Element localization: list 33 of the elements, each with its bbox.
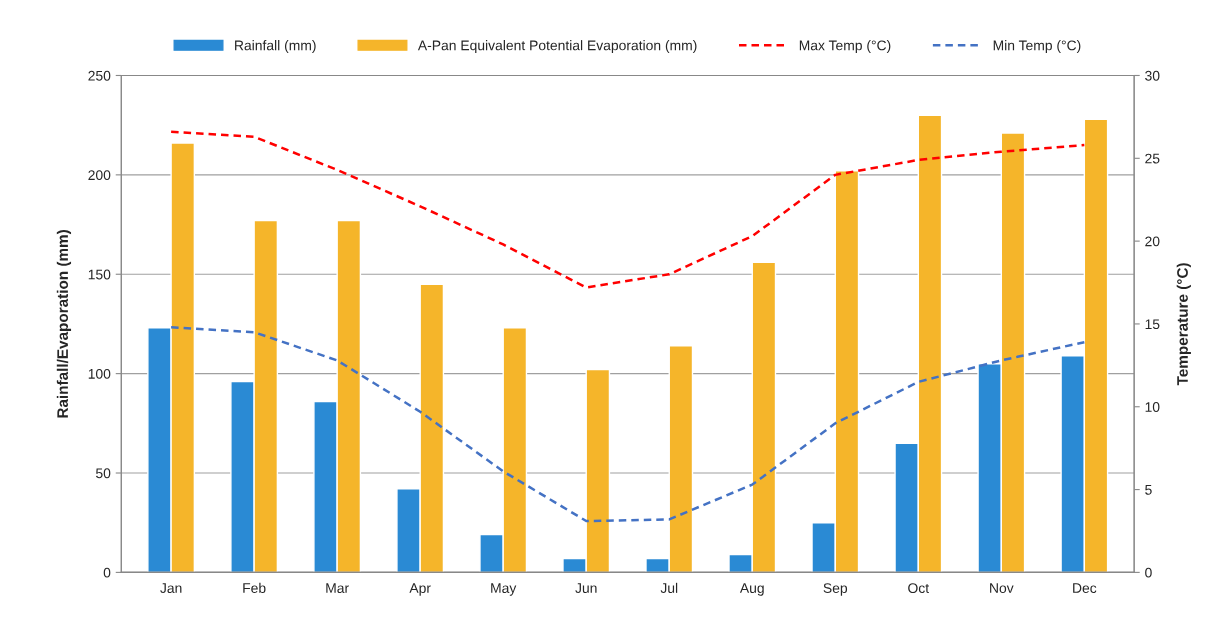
y2-tick-label: 30 [1145,70,1160,81]
x-tick-label: Jan [160,583,182,594]
line-series [169,130,1086,289]
y2-tick-label: 10 [1145,402,1160,412]
x-tick-label: Nov [990,583,1014,594]
x-tick-label: Dec [1073,583,1097,594]
y-axis-title: Rainfall/Evaporation (mm) [56,230,72,418]
y-tick-label: 150 [88,269,111,280]
x-tick-label: Feb [243,582,266,594]
x-tick-label: Apr [409,583,431,596]
x-tick-label: May [491,583,517,596]
y2-tick-label: 25 [1145,153,1160,164]
line-series [169,326,1086,523]
y-tick-label: 200 [88,170,111,181]
y-tick-label: 250 [88,70,111,81]
y2-tick-label: 5 [1145,485,1152,495]
y-tick-label: 0 [103,567,111,578]
y-tick-label: 100 [88,368,111,379]
x-tick-label: Oct [908,583,929,594]
y2-axis-title: Temperature (°C) [1176,263,1191,386]
legend-label: Max Temp (°C) [799,40,891,54]
y2-tick-label: 15 [1145,319,1160,330]
x-tick-label: Jun [575,583,597,594]
legend-label: Min Temp (°C) [993,40,1081,54]
x-tick-label: Mar [326,583,349,594]
y-tick-label: 50 [95,468,111,479]
y2-tick-label: 20 [1145,236,1160,247]
y2-tick-label: 0 [1145,567,1152,578]
legend-label: Rainfall (mm) [235,40,316,54]
x-tick-label: Sep [823,583,848,596]
x-tick-label: Jul [660,582,678,594]
legend-label: A-Pan Equivalent Potential Evaporation (mm) [417,40,697,54]
x-tick-label: Aug [739,583,764,596]
